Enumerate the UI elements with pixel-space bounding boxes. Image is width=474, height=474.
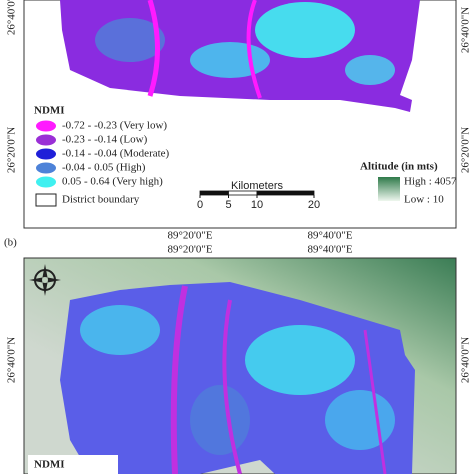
legend-title: NDMI xyxy=(34,459,65,471)
scale-segment xyxy=(256,190,315,196)
legend-swatch xyxy=(36,120,56,132)
lat-label: 26°40'0"N xyxy=(6,337,18,383)
lon-label: 89°40'0"E xyxy=(307,244,352,256)
scale-segment xyxy=(228,190,258,196)
legend-swatch xyxy=(36,176,56,188)
legend-label: District boundary xyxy=(62,194,140,206)
altitude-low: Low : 10 xyxy=(404,194,444,206)
lat-label: 26°40'0"N xyxy=(6,0,18,35)
legend-label: -0.04 - 0.05 (High) xyxy=(62,162,146,174)
scale-label: 10 xyxy=(251,199,263,211)
scale-title: Kilometers xyxy=(231,180,283,192)
lon-label: 89°20'0"E xyxy=(167,230,212,242)
ndmi-patches xyxy=(95,0,395,99)
scale-label: 20 xyxy=(308,199,320,211)
legend-label: 0.05 - 0.64 (Very high) xyxy=(62,176,163,188)
lat-label: 26°20'0"N xyxy=(460,127,472,173)
altitude-high: High : 4057 xyxy=(404,176,457,188)
altitude-title: Altitude (in mts) xyxy=(360,161,438,173)
legend-title: NDMI xyxy=(34,105,65,117)
lat-label: 26°40'0"N xyxy=(460,337,472,383)
legend-label: -0.72 - -0.23 (Very low) xyxy=(62,120,167,132)
legend-box xyxy=(28,455,118,474)
scale-segment xyxy=(199,190,229,196)
north-arrow xyxy=(29,264,61,296)
lon-label: 89°40'0"E xyxy=(307,230,352,242)
legend-swatch xyxy=(35,193,57,207)
altitude-ramp xyxy=(378,177,400,201)
lon-label: 89°20'0"E xyxy=(167,244,212,256)
legend-swatch xyxy=(36,162,56,174)
panel-label: (b) xyxy=(4,237,17,249)
legend-label: -0.14 - -0.04 (Moderate) xyxy=(62,148,170,160)
scale-label: 5 xyxy=(225,199,231,211)
lat-label: 26°20'0"N xyxy=(6,127,18,173)
lat-label: 26°40'0"N xyxy=(460,7,472,53)
scale-label: 0 xyxy=(197,199,203,211)
legend-swatch xyxy=(36,148,56,160)
legend-swatch xyxy=(36,134,56,146)
legend-label: -0.23 - -0.14 (Low) xyxy=(62,134,148,146)
ndmi-patches xyxy=(80,285,395,474)
